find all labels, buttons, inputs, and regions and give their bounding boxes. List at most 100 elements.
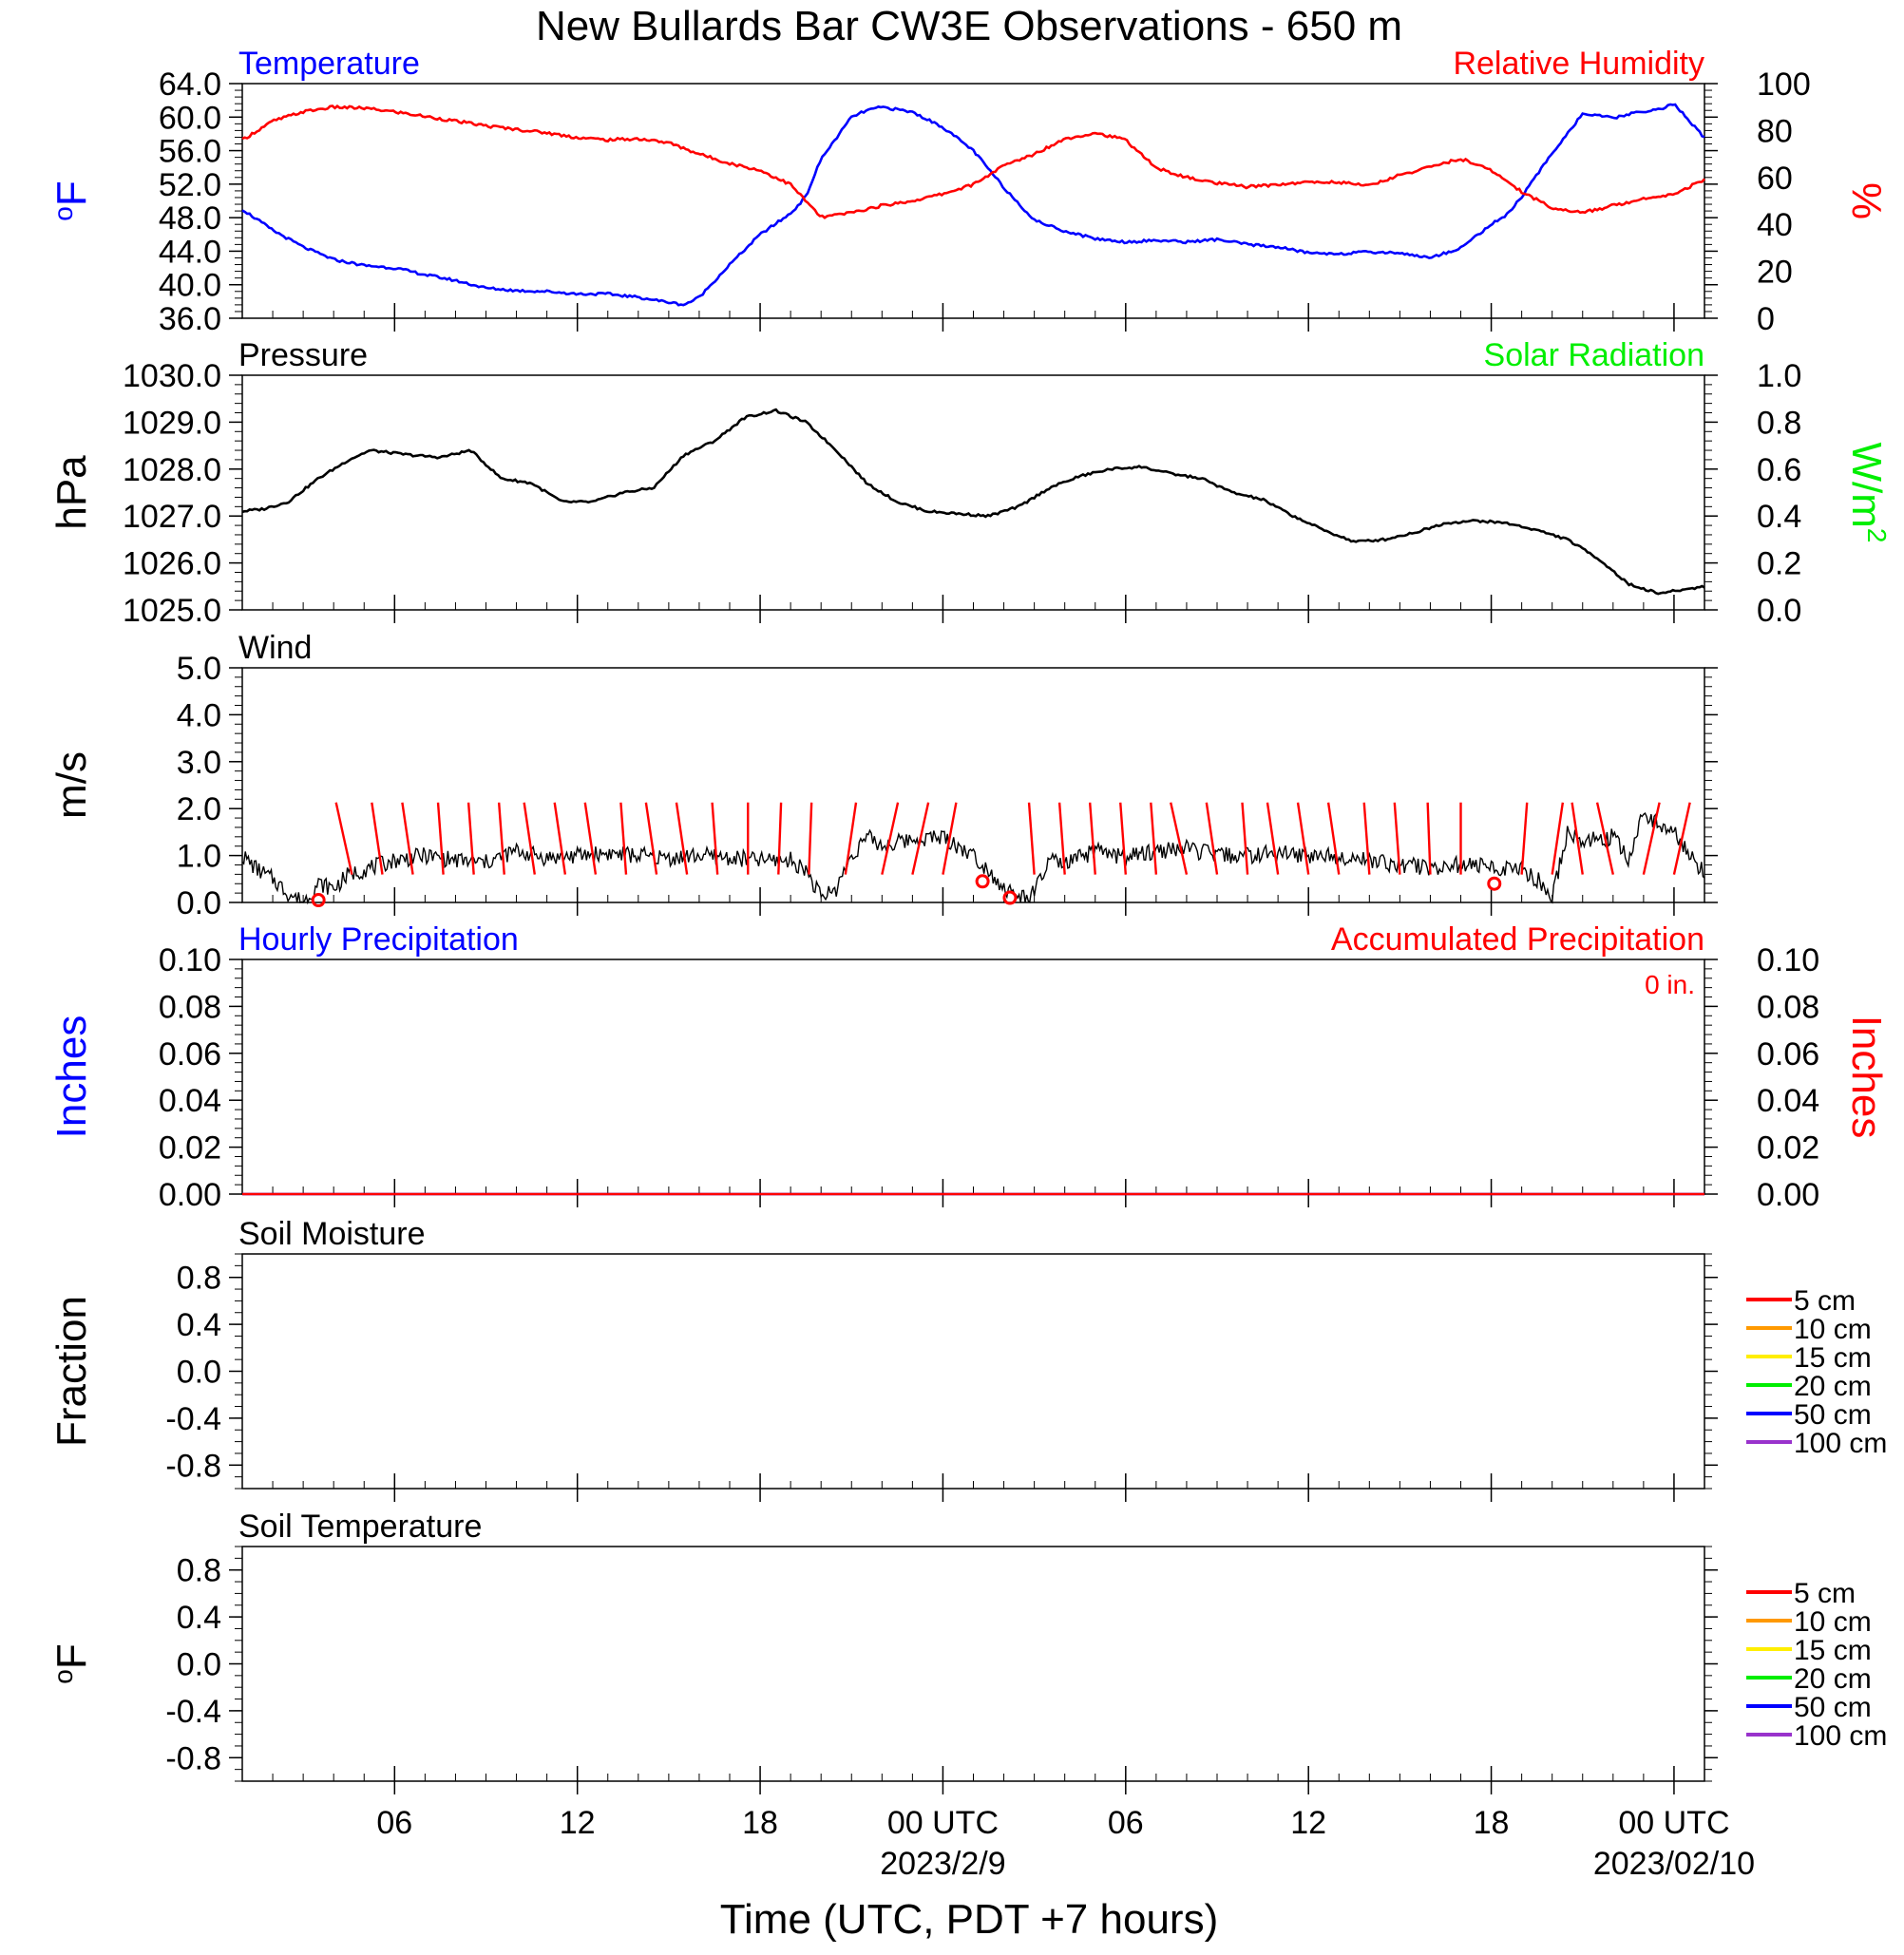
y-tick-label-left: 0.00: [159, 1177, 221, 1213]
wind-calm-marker: [1487, 876, 1502, 891]
y-tick-label-right: 0.00: [1757, 1177, 1819, 1213]
figure-title: New Bullards Bar CW3E Observations - 650…: [536, 3, 1402, 49]
wind-barb: [911, 802, 930, 875]
y-tick-label-left: 48.0: [159, 200, 221, 237]
y-tick-label-right: 80: [1757, 113, 1793, 149]
y-tick-label-left: -0.8: [165, 1740, 221, 1776]
panel-title-right: Relative Humidity: [1453, 46, 1704, 82]
y-tick-label-left: 1025.0: [123, 593, 221, 629]
x-date-label: 2023/02/10: [1593, 1846, 1755, 1882]
y-tick-label-right: 0.10: [1757, 942, 1819, 978]
x-tick-label: 12: [1290, 1805, 1326, 1841]
y-tick-label-left: -0.4: [165, 1401, 221, 1437]
y-tick-label-left: 0.0: [177, 1355, 221, 1391]
y-tick-label-right: 20: [1757, 255, 1793, 291]
plot-frame: [241, 1253, 1705, 1490]
panel-title-left: Soil Temperature: [238, 1509, 482, 1545]
wind-barb: [1551, 802, 1565, 875]
y-axis-label-left: m/s: [48, 751, 95, 819]
y-tick-label-left: 1029.0: [123, 405, 221, 441]
wind-barb: [1326, 802, 1341, 875]
y-tick-label-left: -0.4: [165, 1694, 221, 1730]
y-tick-label-left: 4.0: [177, 697, 221, 733]
y-tick-label-left: 60.0: [159, 100, 221, 136]
precip-annotation: 0 in.: [1645, 970, 1695, 999]
y-tick-label-left: 56.0: [159, 134, 221, 170]
panel-soil_moisture: 0.8 0.4 0.0 -0.4 -0.8 Soil Moisture Fraction 5 …: [48, 1216, 1887, 1502]
wind-barb: [371, 802, 384, 875]
wind-calm-marker: [975, 874, 990, 889]
y-tick-label-left: 52.0: [159, 167, 221, 203]
wind-barb: [1241, 802, 1249, 875]
wind-barb: [497, 802, 505, 875]
wind-barb: [1057, 802, 1066, 875]
y-tick-label-right: 40: [1757, 207, 1793, 243]
wind-barb: [1170, 802, 1189, 875]
y-tick-label-right: 100: [1757, 66, 1811, 103]
y-axis-label-right: %: [1843, 182, 1890, 219]
y-axis-label-right: Inches: [1843, 1015, 1890, 1139]
wind-barb: [1088, 802, 1096, 875]
series-line-wind: [241, 812, 1705, 905]
y-tick-label-right: 0.02: [1757, 1130, 1819, 1167]
y-tick-label-left: 3.0: [177, 745, 221, 781]
y-tick-label-left: 1026.0: [123, 546, 221, 582]
wind-calm-marker: [311, 893, 326, 908]
wind-barb: [334, 802, 353, 875]
y-tick-label-left: 0.08: [159, 989, 221, 1025]
wind-barb: [1150, 802, 1158, 875]
panel-wind: 5.0 4.0 3.0 2.0 1.0 0.0 Wind m/s: [48, 630, 1718, 921]
wind-barb: [881, 802, 900, 875]
y-tick-label-right: 0.08: [1757, 989, 1819, 1025]
wind-barb: [777, 802, 783, 875]
panel-title-right: Accumulated Precipitation: [1331, 921, 1704, 958]
panel-title-left: Wind: [238, 630, 312, 666]
wind-barb: [436, 802, 445, 875]
wind-barb: [1642, 802, 1661, 875]
x-axis-label: Time (UTC, PDT +7 hours): [720, 1896, 1218, 1943]
wind-calm-marker: [1002, 890, 1018, 905]
x-tick-label: 00 UTC: [1618, 1805, 1729, 1841]
panel-title-left: Temperature: [238, 46, 420, 82]
series-line-temperature: [241, 103, 1705, 307]
y-tick-label-left: 0.0: [177, 1647, 221, 1683]
wind-barb: [466, 802, 475, 875]
y-tick-label-left: 1030.0: [123, 358, 221, 394]
wind-barb: [1027, 802, 1036, 875]
y-axis-label-right: W/m2: [1843, 443, 1892, 543]
series-line-pressure: [241, 408, 1705, 596]
legend-label: 50 cm: [1794, 1692, 1872, 1723]
wind-barb: [675, 802, 689, 875]
y-tick-label-left: 0.04: [159, 1083, 221, 1119]
legend-label: 5 cm: [1794, 1285, 1856, 1317]
wind-barb: [523, 802, 536, 875]
wind-barb: [401, 802, 414, 875]
y-tick-label-left: -0.8: [165, 1448, 221, 1484]
y-tick-label-left: 36.0: [159, 301, 221, 337]
y-tick-label-left: 64.0: [159, 66, 221, 103]
wind-barb: [619, 802, 628, 875]
series-line-relative-humidity: [241, 104, 1705, 219]
y-tick-label-left: 0.10: [159, 942, 221, 978]
panel-title-right: Solar Radiation: [1484, 337, 1704, 373]
y-tick-label-left: 0.8: [177, 1261, 221, 1297]
wind-barb: [1571, 802, 1584, 875]
wind-barb: [1205, 802, 1219, 875]
y-tick-label-right: 0.4: [1757, 499, 1801, 535]
y-tick-label-left: 40.0: [159, 268, 221, 304]
x-tick-label: 12: [560, 1805, 596, 1841]
wind-barb: [644, 802, 658, 875]
legend-label: 10 cm: [1794, 1606, 1872, 1638]
y-tick-label-left: 0.02: [159, 1130, 221, 1167]
wind-barb: [942, 802, 958, 875]
chart-panels: 64.060.056.052.048.044.040.036.0 100 80 60 4…: [48, 46, 1892, 1882]
plot-frame: [241, 959, 1705, 1195]
x-date-label: 2023/2/9: [880, 1846, 1005, 1882]
panel-title-left: Pressure: [238, 337, 368, 373]
panel-pressure_solar: 1030.0 1029.0 1028.0 1027.0 1026.0 1025.0 1.0 0…: [48, 337, 1892, 629]
x-tick-label: 00 UTC: [887, 1805, 999, 1841]
wind-barb: [553, 802, 567, 875]
